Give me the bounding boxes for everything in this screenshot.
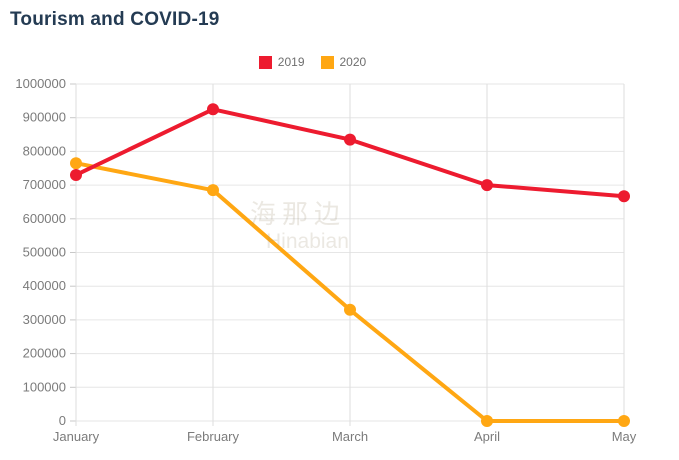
y-axis-label: 400000 (23, 278, 66, 293)
x-axis-label: April (474, 429, 500, 444)
legend: 2019 2020 (0, 55, 625, 69)
x-axis-label: May (612, 429, 637, 444)
data-point-2020[interactable] (207, 184, 219, 197)
y-axis-label: 600000 (23, 211, 66, 226)
y-axis-label: 800000 (23, 143, 66, 158)
data-point-2019[interactable] (481, 179, 493, 192)
x-axis-label: January (53, 429, 100, 444)
legend-item-2020[interactable]: 2020 (320, 55, 367, 69)
y-axis-label: 300000 (23, 312, 66, 327)
data-point-2019[interactable] (207, 103, 219, 116)
data-point-2020[interactable] (70, 157, 82, 170)
legend-label-2020: 2020 (339, 55, 367, 69)
legend-swatch-2019 (258, 55, 272, 69)
x-axis-label: February (187, 429, 240, 444)
y-axis-label: 700000 (23, 177, 66, 192)
x-axis-label: March (332, 429, 368, 444)
y-axis-label: 100000 (23, 379, 66, 394)
y-axis-label: 200000 (23, 346, 66, 361)
chart-title: Tourism and COVID-19 (10, 9, 220, 30)
y-axis-label: 0 (59, 413, 66, 428)
data-point-2020[interactable] (344, 303, 356, 316)
y-axis-label: 900000 (23, 110, 66, 125)
data-point-2019[interactable] (618, 190, 630, 203)
data-point-2019[interactable] (70, 168, 82, 181)
legend-label-2019: 2019 (277, 55, 305, 69)
y-axis-label: 500000 (23, 245, 66, 260)
legend-item-2019[interactable]: 2019 (258, 55, 305, 69)
data-point-2020[interactable] (481, 415, 493, 427)
data-point-2019[interactable] (344, 133, 356, 146)
y-axis-label: 1000000 (15, 76, 66, 91)
legend-swatch-2020 (320, 55, 334, 69)
data-point-2020[interactable] (618, 415, 630, 427)
